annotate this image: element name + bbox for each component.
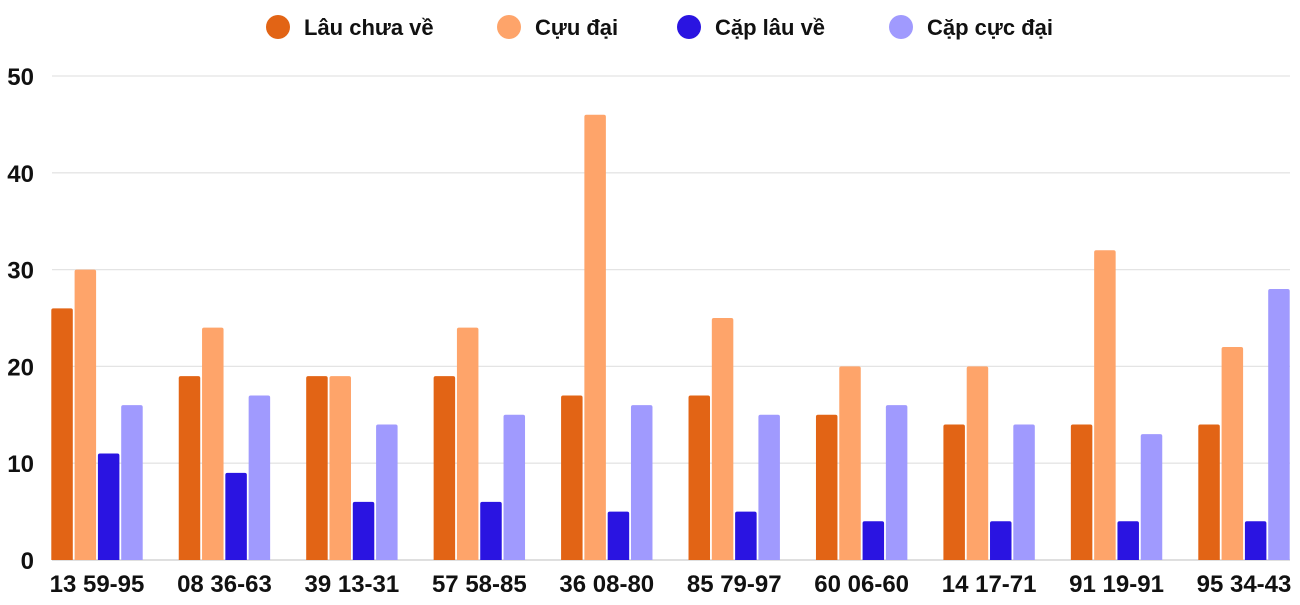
bar-4 [1268,288,1290,560]
bar-1 [433,376,456,560]
bar-1 [51,308,73,560]
y-axis-ticks: 0 10 20 30 40 50 [7,64,34,575]
bar-2 [456,327,479,560]
legend-item: Cựu đại [497,15,618,40]
bar-3 [607,511,630,560]
bar-3 [225,472,247,560]
bar-2 [74,269,97,560]
legend-item: Cặp cực đại [889,15,1053,40]
bar-4 [1013,424,1035,560]
bar-3 [1244,521,1267,560]
x-axis-ticks: 13 59-95 08 36-63 39 13-31 57 58-85 36 08-80… [50,571,1292,598]
y-tick-label: 20 [7,354,34,381]
bar-1 [943,424,965,560]
bar-3 [480,501,502,560]
bar-2 [1221,347,1244,560]
bar-4 [1140,434,1163,560]
y-tick-label: 50 [7,64,34,91]
x-tick-label: 60 06-60 [814,571,909,598]
bar-3 [352,501,375,560]
bar-2 [966,366,989,560]
bar-1 [306,376,328,560]
x-tick-label: 85 79-97 [687,571,782,598]
legend-label: Cặp lâu về [715,15,825,40]
x-tick-label: 91 19-91 [1069,571,1164,598]
bar-3 [735,511,757,560]
bar-3 [990,521,1012,560]
x-tick-label: 57 58-85 [432,571,527,598]
bar-2 [839,366,861,560]
bar-3 [1117,521,1139,560]
bar-2 [1094,250,1116,561]
bar-4 [248,395,271,560]
bar-2 [329,376,351,560]
bar-2 [711,318,734,560]
x-tick-label: 36 08-80 [559,571,654,598]
bar-4 [503,414,526,560]
bar-1 [688,395,711,560]
legend: Lâu chưa về Cựu đại Cặp lâu về Cặp cực đại [266,15,1053,40]
bar-4 [758,414,780,560]
y-tick-label: 0 [21,548,34,575]
x-tick-label: 14 17-71 [942,571,1037,598]
bar-1 [561,395,583,560]
bar-4 [630,405,653,560]
x-tick-label: 13 59-95 [50,571,145,598]
y-tick-label: 30 [7,258,34,285]
x-tick-label: 39 13-31 [305,571,400,598]
bar-4 [376,424,398,560]
legend-label: Lâu chưa về [304,15,434,40]
bar-1 [178,376,201,560]
legend-item: Lâu chưa về [266,15,434,40]
bar-3 [862,521,885,560]
bar-4 [885,405,908,560]
bar-2 [584,114,606,560]
bar-2 [202,327,224,560]
legend-marker [677,15,701,39]
legend-item: Cặp lâu về [677,15,825,40]
y-tick-label: 40 [7,161,34,188]
x-tick-label: 95 34-43 [1197,571,1292,598]
bars [51,114,1290,561]
bar-1 [815,414,838,560]
legend-marker [266,15,290,39]
bar-1 [1070,424,1093,560]
bar-1 [1198,424,1220,560]
y-tick-label: 10 [7,451,34,478]
legend-label: Cựu đại [535,15,618,40]
bar-4 [121,405,143,560]
x-tick-label: 08 36-63 [177,571,272,598]
legend-marker [889,15,913,39]
bar-3 [97,453,120,560]
legend-marker [497,15,521,39]
legend-label: Cặp cực đại [927,15,1053,40]
